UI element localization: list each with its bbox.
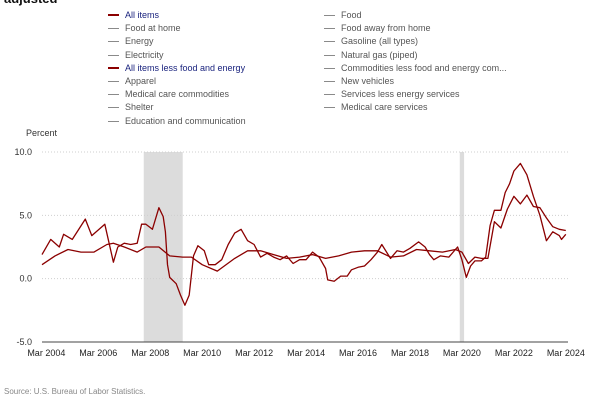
- legend-swatch: [324, 67, 335, 69]
- x-tick-label: Mar 2004: [27, 348, 65, 358]
- x-tick-label: Mar 2018: [391, 348, 429, 358]
- x-tick-label: Mar 2022: [495, 348, 533, 358]
- legend-swatch: [108, 66, 119, 69]
- legend-label: Gasoline (all types): [341, 36, 419, 47]
- legend-swatch: [324, 15, 335, 16]
- legend-swatch: [108, 120, 119, 122]
- y-tick-label: -5.0: [16, 337, 32, 347]
- x-tick-label: Mar 2014: [287, 348, 325, 358]
- legend-label: Apparel: [125, 76, 157, 86]
- legend-swatch: [324, 41, 335, 43]
- legend-swatch: [324, 81, 335, 82]
- y-tick-label: 0.0: [19, 274, 32, 284]
- y-tick-label: 10.0: [14, 147, 32, 157]
- legend-swatch: [324, 28, 335, 30]
- legend-label: New vehicles: [341, 76, 395, 86]
- x-tick-label: Mar 2020: [443, 348, 481, 358]
- legend-label: Commodities less food and energy com...: [341, 62, 507, 73]
- chart-title-fragment: adjusted: [4, 0, 57, 6]
- legend-swatch: [108, 81, 119, 82]
- legend-label: Medical care services: [341, 102, 428, 113]
- series-line-all-items: [41, 162, 567, 306]
- legend-label: All items less food and energy: [125, 62, 246, 73]
- source-note: Source: U.S. Bureau of Labor Statistics.: [4, 387, 146, 396]
- x-tick-label: Mar 2010: [183, 348, 221, 358]
- x-tick-label: Mar 2024: [547, 348, 585, 358]
- legend-label: Medical care commodities: [125, 89, 230, 100]
- legend-label: Electricity: [125, 49, 164, 60]
- legend-swatch: [108, 107, 119, 109]
- legend-label: Natural gas (piped): [341, 49, 418, 60]
- legend-swatch: [324, 94, 335, 96]
- legend-label: Education and communication: [125, 115, 246, 126]
- legend-label: Food at home: [125, 23, 181, 34]
- legend-label: Shelter: [125, 102, 154, 113]
- legend-swatch: [108, 94, 119, 96]
- legend-swatch: [324, 54, 335, 56]
- recession-band-2: [459, 152, 465, 342]
- legend-label: Food: [341, 10, 362, 20]
- x-tick-label: Mar 2016: [339, 348, 377, 358]
- series-line-all-items-less-food-and-energy: [41, 194, 566, 272]
- legend-swatch: [108, 54, 119, 56]
- legend-swatch: [108, 14, 119, 16]
- y-tick-label: 5.0: [19, 210, 32, 220]
- x-tick-label: Mar 2008: [131, 348, 169, 358]
- legend-label: All items: [125, 10, 160, 20]
- legend-label: Food away from home: [341, 23, 431, 34]
- legend-swatch: [324, 107, 335, 109]
- legend-swatch: [108, 41, 119, 43]
- x-tick-label: Mar 2012: [235, 348, 273, 358]
- legend-label: Services less energy services: [341, 89, 460, 100]
- y-axis-label: Percent: [26, 128, 58, 138]
- legend: All items Food Food at home Food away from …: [108, 9, 548, 129]
- x-tick-label: Mar 2006: [79, 348, 117, 358]
- legend-swatch: [108, 28, 119, 30]
- legend-label: Energy: [125, 36, 154, 47]
